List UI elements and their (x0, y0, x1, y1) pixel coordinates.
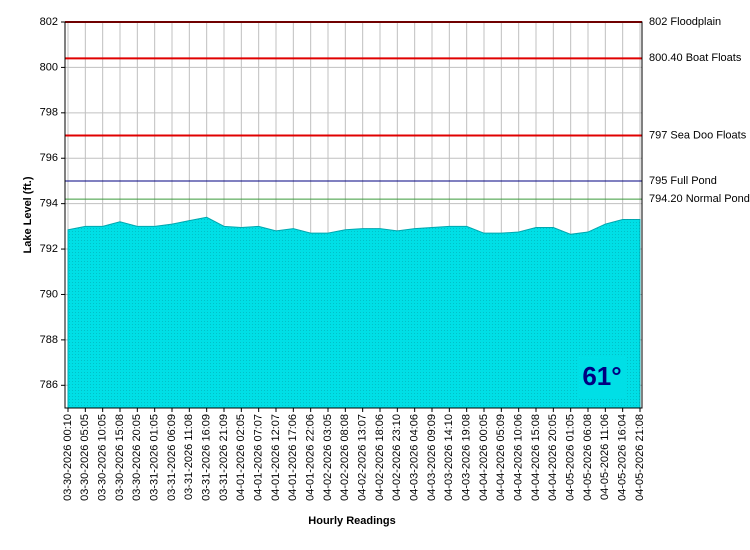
x-tick-label: 04-01-2026 07:07 (253, 414, 265, 501)
x-tick-label: 03-31-2026 21:09 (218, 414, 230, 501)
x-tick-label: 03-31-2026 11:08 (183, 414, 195, 500)
x-tick-label: 04-02-2026 18:06 (374, 414, 386, 501)
x-tick-label: 04-01-2026 22:06 (305, 414, 317, 501)
x-tick-label: 04-04-2026 00:05 (478, 414, 490, 501)
x-tick-label: 04-05-2026 21:08 (634, 414, 646, 501)
y-tick-label: 788 (40, 334, 58, 346)
x-tick-label: 03-30-2026 15:08 (114, 414, 126, 501)
x-tick-label: 03-30-2026 05:05 (79, 414, 91, 501)
x-tick-label: 04-05-2026 11:06 (599, 414, 611, 500)
x-tick-label: 03-30-2026 00:10 (62, 414, 74, 501)
reference-label: 800.40 Boat Floats (649, 52, 742, 64)
x-tick-label: 03-31-2026 16:09 (201, 414, 213, 501)
x-tick-label: 04-02-2026 08:08 (339, 414, 351, 501)
temperature: 61° (582, 361, 621, 391)
x-tick-label: 04-04-2026 10:06 (513, 414, 525, 501)
x-tick-label: 04-02-2026 03:05 (322, 414, 334, 501)
x-tick-label: 04-05-2026 06:08 (582, 414, 594, 501)
y-tick-label: 786 (40, 379, 58, 391)
x-tick-label: 04-03-2026 04:06 (409, 414, 421, 501)
plot-frame (64, 21, 643, 409)
area-texture (68, 217, 640, 408)
y-axis-label: Lake Level (ft.) (22, 176, 34, 253)
x-tick-label: 03-30-2026 10:05 (97, 414, 109, 501)
x-tick-label: 04-01-2026 17:06 (287, 414, 299, 501)
reference-label: 795 Full Pond (649, 175, 717, 187)
x-tick-label: 04-02-2026 13:07 (357, 414, 369, 501)
y-tick-label: 798 (40, 107, 58, 119)
reference-label: 797 Sea Doo Floats (649, 129, 747, 141)
x-tick-label: 04-01-2026 02:05 (235, 414, 247, 501)
x-tick-label: 04-01-2026 12:07 (270, 414, 282, 501)
x-tick-label: 04-04-2026 05:09 (495, 414, 507, 501)
x-tick-label: 03-31-2026 01:05 (149, 414, 161, 501)
x-tick-label: 03-31-2026 06:09 (166, 414, 178, 501)
y-tick-label: 802 (40, 16, 58, 28)
x-tick-label: 04-03-2026 19:08 (461, 414, 473, 501)
y-tick-label: 792 (40, 243, 58, 255)
x-tick-label: 04-03-2026 14:10 (443, 414, 455, 501)
y-tick-label: 794 (40, 198, 58, 210)
y-tick-label: 796 (40, 152, 58, 164)
x-tick-label: 04-04-2026 20:05 (547, 414, 559, 501)
x-tick-label: 04-03-2026 09:09 (426, 414, 438, 501)
y-tick-label: 800 (40, 61, 58, 73)
x-tick-label: 04-05-2026 01:05 (565, 414, 577, 501)
x-tick-label: 04-05-2026 16:04 (617, 414, 629, 501)
reference-label: 802 Floodplain (649, 16, 721, 28)
x-axis-label: Hourly Readings (308, 515, 395, 527)
reference-label: 794.20 Normal Pond (649, 193, 750, 205)
temperature-badge (578, 357, 626, 397)
y-tick-label: 790 (40, 288, 58, 300)
x-tick-label: 03-30-2026 20:05 (131, 414, 143, 501)
x-tick-label: 04-02-2026 23:10 (391, 414, 403, 501)
x-tick-label: 04-04-2026 15:08 (530, 414, 542, 501)
